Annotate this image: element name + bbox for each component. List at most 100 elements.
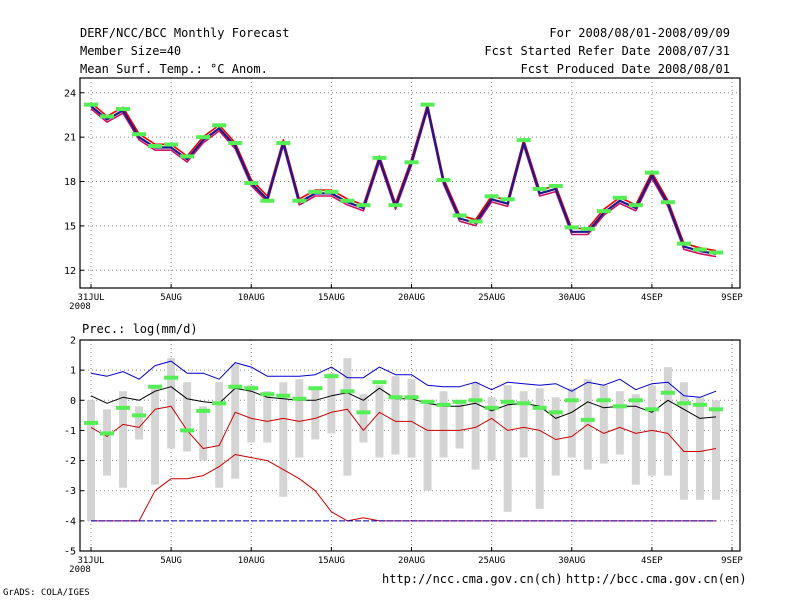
x-tick-label: 10AUG [238,293,265,303]
forecast-marker [84,102,98,107]
forecast-marker [628,203,643,208]
y-tick-label: 24 [64,88,76,99]
forecast-marker [164,142,179,147]
forecast-marker [468,219,483,224]
forecast-marker [500,399,515,404]
temp-plot-frame [79,77,741,289]
x-tick-label: 4SEP [641,556,663,566]
forecast-marker [228,141,243,146]
y-tick-label: 2 [70,336,76,347]
prec-box [119,391,128,488]
y-tick-label: -4 [64,516,76,527]
prec-box [519,391,528,458]
temp-series [90,102,717,258]
prec-box [167,358,176,449]
footer-url-en: http://bcc.cma.gov.cn(en) [566,572,747,586]
prec-box [151,388,160,485]
prec-box [263,391,272,443]
prec-box [503,385,512,512]
x-year-label: 2008 [69,565,91,575]
prec-box [279,382,288,497]
forecast-produced: Fcst Produced Date 2008/08/01 [520,62,730,76]
forecast-marker [132,132,147,137]
y-tick-label: -3 [64,486,76,497]
forecast-marker [308,189,323,194]
forecast-marker [260,198,275,203]
x-tick-label: 20AUG [398,556,425,566]
prec-box [487,397,496,461]
forecast-marker [84,420,98,425]
forecast-marker [468,398,483,403]
forecast-marker [196,408,211,413]
prec-plot-frame [79,339,741,552]
forecast-marker [660,200,675,205]
x-tick-label: 25AUG [478,293,505,303]
prec-box [471,382,480,470]
y-tick-label: 15 [64,221,76,232]
y-tick-label: 21 [64,133,76,144]
prec-box [663,367,672,476]
grads-credit: GrADS: COLA/IGES [3,588,90,598]
y-tick-label: -1 [64,426,76,437]
forecast-start-ref: Fcst Started Refer Date 2008/07/31 [484,44,730,58]
y-tick-label: -2 [64,456,76,467]
x-tick-label: 20AUG [398,293,425,303]
forecast-marker [580,226,595,231]
prec-low-line [90,405,717,452]
footer-url-ch: http://ncc.cma.gov.cn(ch) [382,572,563,586]
prec-box [215,382,224,488]
forecast-marker [532,405,547,410]
temp-upper-line [90,102,717,252]
forecast-marker [116,107,131,112]
forecast-marker [276,393,291,398]
prec-box [183,382,192,452]
forecast-marker [340,198,355,203]
forecast-marker [564,225,579,230]
forecast-marker [516,401,531,406]
prec-x-axis: 31JUL 5AUG 10AUG 15AUG 20AUG 25AUG 30AUG 4SEP 9S… [69,547,743,575]
prec-box [711,400,720,500]
forecast-marker [356,410,371,415]
forecast-marker [148,144,163,149]
forecast-marker [548,183,563,188]
forecast-marker [324,374,339,379]
prec-box [567,388,576,458]
forecast-marker [372,155,387,160]
y-tick-label: 18 [64,177,76,188]
variable-label: Mean Surf. Temp.: °C Anom. [80,62,268,76]
temp-y-axis: 12 15 18 21 24 [64,88,84,277]
forecast-marker [292,198,307,203]
prec-box [455,400,464,449]
forecast-marker [212,123,227,128]
y-tick-label: 0 [70,396,76,407]
temp-forecast-line [90,105,717,256]
forecast-marker [644,407,659,412]
y-tick-label: -5 [64,547,76,558]
member-size: Member Size=40 [80,44,182,58]
x-tick-label: 9SEP [721,293,743,303]
prec-box [679,382,688,500]
prec-median-line [90,386,717,419]
prec-box [599,385,608,464]
forecast-marker [612,195,627,200]
prec-boxes [87,358,720,521]
x-tick-label: 15AUG [318,293,345,303]
prec-min-line [91,454,716,522]
prec-box [343,358,352,476]
forecast-marker [148,384,163,389]
prec-box [375,385,384,458]
forecast-marker [500,197,515,202]
forecast-marker [100,431,115,436]
prec-box [359,394,368,443]
forecast-marker [388,395,403,400]
forecast-marker [692,402,707,407]
y-tick-label: 1 [70,366,76,377]
forecast-marker [100,114,115,119]
forecast-marker [420,399,435,404]
forecast-marker [676,401,691,406]
forecast-marker [372,380,387,385]
forecast-marker [452,213,467,218]
forecast-marker [260,392,275,397]
forecast-marker [340,389,355,394]
